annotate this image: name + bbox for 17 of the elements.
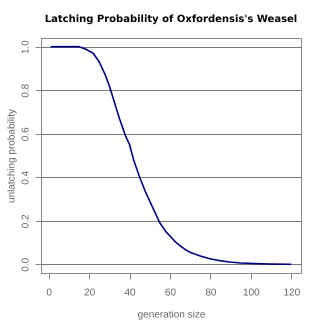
y-tick-label: 0.8: [20, 83, 32, 98]
y-tick-label: 0.2: [20, 214, 32, 228]
x-tick-label: 20: [84, 288, 96, 298]
x-tick-label: 100: [243, 288, 260, 298]
y-axis-title: unlatching probability: [6, 109, 18, 203]
y-tick-label: 0.4: [20, 170, 32, 185]
x-axis-title: generation size: [138, 310, 206, 320]
chart-title: Latching Probability of Oxfordensis's Weasel: [44, 14, 298, 25]
x-tick-label: 0: [46, 288, 52, 298]
line-series: [50, 46, 292, 266]
y-tick-label: 0.0: [20, 257, 32, 272]
x-tick-label: 60: [164, 288, 176, 298]
y-tick-label: 1.0: [20, 40, 32, 54]
x-tick-label: 120: [283, 288, 301, 298]
x-tick-label: 80: [205, 288, 217, 298]
y-tick-label: 0.6: [20, 126, 32, 142]
x-tick-label: 40: [124, 288, 136, 298]
